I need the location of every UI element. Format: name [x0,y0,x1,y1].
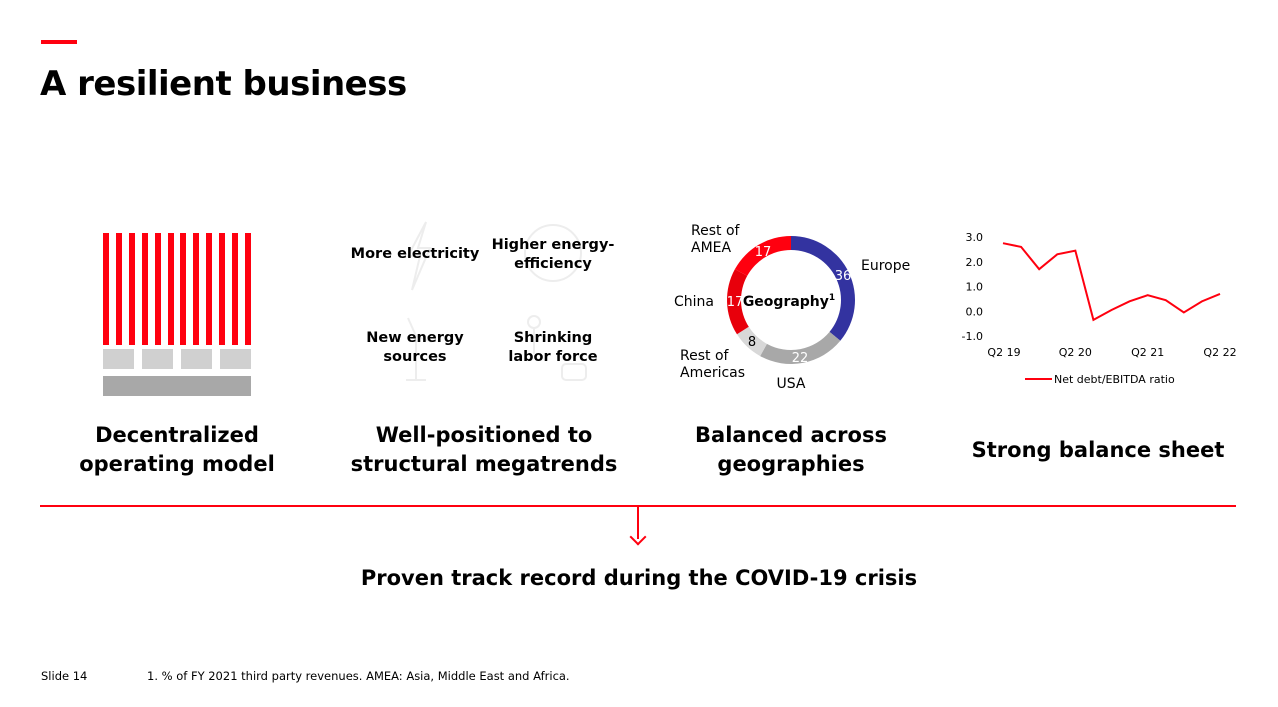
unit-stripe [115,233,122,345]
pillar-megatrends-label: Well-positioned to structural megatrends [350,423,618,476]
net-debt-series-line [1002,242,1221,322]
unit-stripe [103,233,109,345]
net-debt-line-chart: 3.0 2.0 1.0 0.0 -1.0 Q2 19 Q2 20 Q2 21 Q2 22 Net … [955,225,1245,395]
donut-value-label: 8 [748,335,756,350]
x-tick-label: Q2 21 [1131,346,1164,359]
footnote: 1. % of FY 2021 third party revenues. AM… [147,669,570,683]
unit-stripe [193,233,200,345]
geography-donut-chart: 36 Europe 22 USA 8 Rest of Americas 17 China 17 Re… [660,220,930,400]
megatrend-shrinking-labor-force: Shrinking labor force [508,330,598,365]
unit-block [181,349,212,369]
decentralized-base-graphic [103,376,251,396]
megatrend-energy-efficiency: Higher energy- efficiency [491,237,615,272]
unit-block [220,349,251,369]
unit-stripe [206,233,213,345]
donut-category-label: AMEA [691,240,732,256]
donut-slice [791,236,855,341]
unit-stripe [167,233,174,345]
megatrend-new-energy-sources: New energy sources [366,330,464,365]
donut-value-label: 36 [835,269,852,284]
unit-stripe [219,233,226,345]
x-tick-label: Q2 19 [987,346,1020,359]
donut-slice [736,326,767,357]
pillar-balance-sheet-label: Strong balance sheet [971,438,1225,462]
y-tick-label: 1.0 [966,281,984,294]
megatrend-more-electricity: More electricity [350,246,480,262]
donut-center-title: Geography1 [743,293,835,310]
unit-stripe [154,233,161,345]
down-arrow-head-icon [629,528,647,546]
unit-stripe [141,233,148,345]
y-tick-label: 0.0 [966,305,984,318]
unit-stripe [244,233,251,345]
y-tick-label: -1.0 [962,330,983,343]
unit-stripe [180,233,187,345]
y-tick-label: 3.0 [966,231,984,244]
donut-value-label: 17 [727,295,744,310]
decentralized-units-graphic [103,233,251,345]
bottom-statement: Proven track record during the COVID-19 … [360,566,918,590]
decentralized-blocks-graphic [103,349,251,369]
y-tick-label: 2.0 [966,256,984,269]
donut-value-label: 22 [792,351,809,366]
donut-slice [734,236,791,276]
x-tick-label: Q2 20 [1059,346,1092,359]
net-debt-line-svg: 3.0 2.0 1.0 0.0 -1.0 Q2 19 Q2 20 Q2 21 Q2 22 Net … [962,231,1237,386]
unit-stripe [128,233,135,345]
donut-slice [760,331,841,364]
slide-title: A resilient business [40,64,407,104]
donut-value-label: 17 [755,245,772,260]
donut-category-label: Rest of [691,223,741,239]
unit-block [142,349,173,369]
title-accent-bar [41,40,77,44]
unit-block [103,349,134,369]
efficiency-icon [524,224,582,282]
x-tick-label: Q2 22 [1203,346,1236,359]
pillar-decentralized-label: Decentralized operating model [79,423,275,476]
donut-category-label: Rest of [680,348,730,364]
donut-category-label: Europe [861,258,910,274]
pillar-geographies-label: Balanced across geographies [695,423,887,476]
wind-turbine-icon [406,317,433,381]
donut-slice [727,269,749,335]
lightning-icon [406,221,432,291]
legend-label: Net debt/EBITDA ratio [1054,373,1175,386]
down-arrow-icon [637,507,639,539]
labor-robot-icon [527,315,587,381]
unit-stripe [232,233,238,345]
donut-category-label: Americas [680,365,745,381]
donut-category-label: China [674,294,714,310]
donut-category-label: USA [777,376,806,392]
section-divider [40,505,1236,507]
slide-number: Slide 14 [41,669,88,683]
